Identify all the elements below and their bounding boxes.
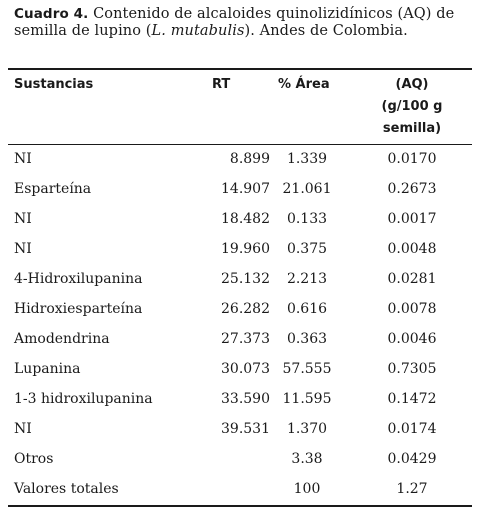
caption-species: L. mutabulis	[151, 23, 245, 39]
table-bottom-rule	[8, 505, 472, 507]
cell-rt: 33.590	[221, 391, 270, 407]
caption-label: Cuadro 4.	[14, 6, 89, 22]
cell-aq: 1.27	[396, 481, 428, 497]
table-row: NI 8.899 1.339 0.0170	[0, 145, 480, 175]
cell-aq: 0.0174	[387, 421, 437, 437]
cell-aq: 0.0429	[387, 451, 437, 467]
table-row: Amodendrina 27.373 0.363 0.0046	[0, 325, 480, 355]
cell-rt: 18.482	[221, 211, 270, 227]
cell-area: 0.375	[286, 241, 328, 257]
cell-rt: 14.907	[221, 181, 270, 197]
cell-aq: 0.0048	[387, 241, 437, 257]
cell-sustancia: 4-Hidroxilupanina	[14, 271, 143, 287]
cell-aq: 0.2673	[387, 181, 437, 197]
table-row: Lupanina 30.073 57.555 0.7305	[0, 355, 480, 385]
cell-rt: 25.132	[221, 271, 270, 287]
cell-area: 100	[293, 481, 321, 497]
cell-area: 3.38	[291, 451, 323, 467]
cell-sustancia: Lupanina	[14, 361, 81, 377]
table-row: 4-Hidroxilupanina 25.132 2.213 0.0281	[0, 265, 480, 295]
cell-area: 1.370	[286, 421, 328, 437]
cell-sustancia: Amodendrina	[14, 331, 110, 347]
cell-area: 57.555	[282, 361, 332, 377]
cell-area: 2.213	[286, 271, 328, 287]
cell-aq: 0.0170	[387, 151, 437, 167]
cell-aq: 0.7305	[387, 361, 437, 377]
cell-aq: 0.0046	[387, 331, 437, 347]
cell-aq: 0.0017	[387, 211, 437, 227]
cell-area: 0.363	[286, 331, 328, 347]
cell-rt: 19.960	[221, 241, 270, 257]
table-caption: Cuadro 4. Contenido de alcaloides quinol…	[14, 6, 470, 40]
cell-aq: 0.1472	[387, 391, 437, 407]
cell-sustancia: Hidroxiesparteína	[14, 301, 143, 317]
cell-aq: 0.0078	[387, 301, 437, 317]
table-row: Valores totales 100 1.27	[0, 475, 480, 505]
header-aq-line1: (AQ)	[395, 77, 429, 92]
table-row: 1-3 hidroxilupanina 33.590 11.595 0.1472	[0, 385, 480, 415]
table-row: Hidroxiesparteína 26.282 0.616 0.0078	[0, 295, 480, 325]
cell-rt: 30.073	[221, 361, 270, 377]
cell-aq: 0.0281	[387, 271, 437, 287]
table-row: NI 39.531 1.370 0.0174	[0, 415, 480, 445]
cell-sustancia: Valores totales	[14, 481, 119, 497]
cell-sustancia: Esparteína	[14, 181, 92, 197]
table-row: NI 19.960 0.375 0.0048	[0, 235, 480, 265]
header-aq-line3: semilla)	[382, 121, 442, 136]
cell-area: 11.595	[282, 391, 332, 407]
cell-area: 0.616	[286, 301, 328, 317]
header-rt: RT	[212, 77, 231, 92]
cell-rt: 26.282	[221, 301, 270, 317]
cell-sustancia: NI	[14, 241, 32, 257]
cell-rt: 8.899	[229, 151, 270, 167]
cell-sustancia: NI	[14, 421, 32, 437]
cell-rt: 27.373	[221, 331, 270, 347]
header-area: % Área	[278, 77, 330, 92]
cell-area: 1.339	[286, 151, 328, 167]
cell-sustancia: 1-3 hidroxilupanina	[14, 391, 153, 407]
cell-area: 21.061	[282, 181, 332, 197]
table-body: NI 8.899 1.339 0.0170 Esparteína 14.907 …	[0, 145, 480, 505]
cell-rt: 39.531	[221, 421, 270, 437]
header-aq-line2: (g/100 g	[381, 99, 443, 114]
table-row: Otros 3.38 0.0429	[0, 445, 480, 475]
caption-text-before: Contenido de alcaloides quinolizidínicos…	[14, 6, 455, 39]
table-header-rule	[8, 144, 472, 145]
cell-sustancia: Otros	[14, 451, 54, 467]
caption-text-after: ). Andes de Colombia.	[244, 23, 408, 39]
header-aq: (AQ) (g/100 g semilla)	[372, 74, 452, 140]
cell-sustancia: NI	[14, 151, 32, 167]
header-sustancias: Sustancias	[14, 77, 94, 92]
table-top-rule	[8, 68, 472, 70]
cell-area: 0.133	[286, 211, 328, 227]
table-row: Esparteína 14.907 21.061 0.2673	[0, 175, 480, 205]
table-row: NI 18.482 0.133 0.0017	[0, 205, 480, 235]
cell-sustancia: NI	[14, 211, 32, 227]
